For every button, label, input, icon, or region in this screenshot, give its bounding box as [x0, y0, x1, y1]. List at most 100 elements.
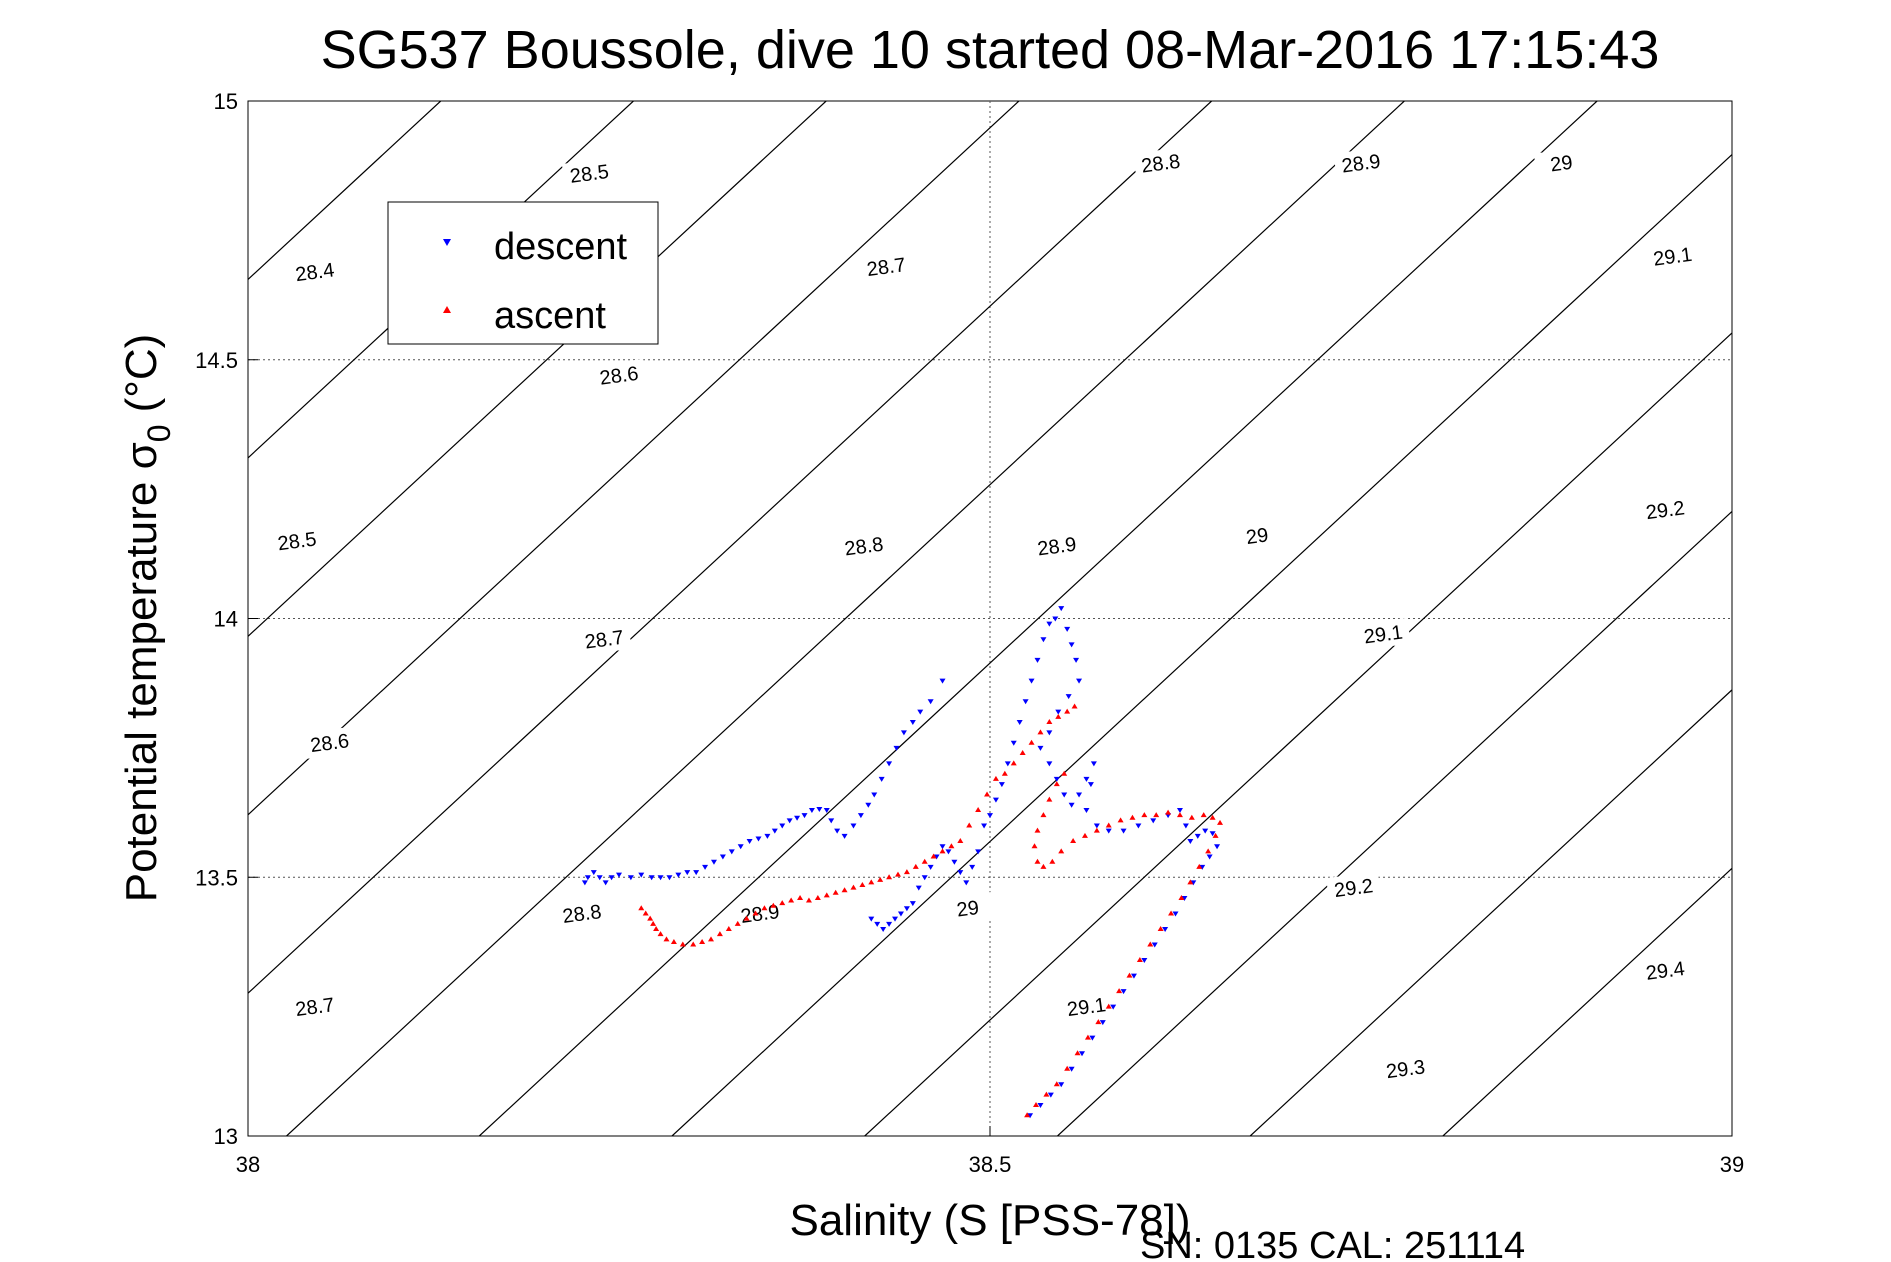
isopycnal-label-bg: [1533, 146, 1589, 180]
isopycnal-label: 29.3: [1385, 1056, 1426, 1083]
descent-point: [975, 849, 982, 855]
isopycnal-label-bg: [1029, 529, 1085, 563]
ascent-point: [647, 915, 654, 921]
ascent-point: [859, 882, 866, 888]
ascent-point: [638, 905, 645, 911]
ascent-point: [663, 936, 670, 942]
ascent-point: [1049, 858, 1056, 864]
isopycnal-label: 28.4: [294, 259, 335, 286]
descent-point: [874, 921, 881, 927]
isopycnal-label: 28.8: [561, 901, 602, 928]
ascent-point: [1046, 796, 1053, 802]
ascent-point: [912, 863, 919, 869]
isopycnal-label-bg: [1637, 493, 1693, 527]
descent-point: [1190, 880, 1197, 886]
ascent-point: [1129, 814, 1136, 820]
ascent-point: [752, 910, 759, 916]
descent-point: [915, 885, 922, 891]
descent-point: [939, 844, 946, 850]
isopycnal-label: 29: [955, 897, 980, 922]
descent-point: [897, 911, 904, 917]
descent-point: [719, 854, 726, 860]
isopycnal-label-bg: [302, 726, 358, 759]
ascent-point: [1034, 827, 1041, 833]
isopycnal-label-bg: [1378, 1052, 1433, 1085]
ascent-point: [1126, 972, 1133, 978]
descent-point: [1027, 1113, 1034, 1119]
ascent-point: [788, 897, 795, 903]
isopycnal-label-bg: [1058, 990, 1114, 1023]
ascent-point: [1205, 848, 1212, 854]
isopycnal-label-bg: [858, 250, 914, 283]
ascent-point: [1217, 819, 1224, 825]
ascent-point: [779, 900, 786, 906]
descent-point: [893, 745, 900, 751]
ascent-point: [679, 941, 686, 947]
descent-point: [1172, 911, 1179, 917]
ascent-point: [1212, 832, 1219, 838]
descent-point: [746, 839, 753, 845]
ascent-point: [1209, 814, 1216, 820]
descent-point: [1052, 616, 1059, 622]
ascent-point: [1040, 863, 1047, 869]
descent-point: [1089, 1035, 1096, 1041]
descent-point: [1076, 792, 1083, 798]
ascent-point: [1019, 750, 1026, 756]
isopycnal-label-bg: [1133, 146, 1189, 180]
ascent-point: [832, 889, 839, 895]
descent-point: [1206, 854, 1213, 860]
ascent-point: [1187, 879, 1194, 885]
isopycnal-label: 28.7: [866, 254, 907, 281]
y-axis-label: Potential temperature σ0 (°C): [117, 334, 177, 903]
descent-point: [981, 823, 988, 829]
legend-marker-ascent: [443, 306, 451, 313]
isopycnal-line: [478, 101, 1598, 1136]
isopycnal-label: 29.2: [1333, 875, 1374, 902]
ascent-point: [1001, 770, 1008, 776]
descent-point: [828, 818, 835, 824]
isopycnal-label-bg: [287, 990, 343, 1023]
descent-point: [903, 906, 910, 912]
isopycnal-line: [671, 153, 1732, 1136]
ascent-point: [716, 931, 723, 937]
descent-point: [1047, 1092, 1054, 1098]
ascent-point: [823, 892, 830, 898]
y-tick-label: 15: [214, 89, 238, 114]
descent-point: [1010, 740, 1017, 746]
descent-point: [1040, 637, 1047, 643]
descent-point: [1034, 657, 1041, 663]
isopycnal-label: 28.5: [569, 161, 610, 188]
descent-point: [755, 836, 762, 842]
descent-point: [786, 818, 793, 824]
descent-point: [648, 875, 655, 881]
ascent-point: [650, 920, 657, 926]
descent-point: [871, 792, 878, 798]
ascent-point: [1033, 1101, 1040, 1107]
ascent-point: [699, 938, 706, 944]
isopycnal-label-bg: [287, 255, 343, 289]
ascent-point: [1070, 838, 1077, 844]
ascent-point: [1157, 926, 1164, 931]
y-tick-label: 13.5: [195, 865, 238, 890]
ascent-point: [1196, 863, 1203, 869]
y-axis-label-subscript: 0: [141, 424, 177, 442]
ascent-point: [1074, 1050, 1081, 1056]
descent-point: [596, 875, 603, 881]
descent-point: [969, 864, 976, 870]
descent-point: [892, 916, 899, 922]
ascent-point: [894, 871, 901, 877]
descent-point: [850, 823, 857, 829]
descent-point: [1151, 942, 1158, 948]
descent-point: [917, 709, 924, 715]
isopycnal-label-bg: [591, 359, 647, 392]
ascent-point: [1093, 827, 1100, 833]
descent-point: [841, 833, 848, 839]
isopycnal-contours: [248, 101, 1732, 1136]
ascent-point: [957, 838, 964, 844]
descent-point: [921, 875, 928, 881]
ascent-point: [1037, 729, 1044, 735]
ascent-point: [886, 874, 893, 880]
x-axis-label: Salinity (S [PSS-78]): [789, 1196, 1190, 1245]
descent-point: [1083, 776, 1090, 782]
x-tick-label: 38: [236, 1152, 260, 1177]
